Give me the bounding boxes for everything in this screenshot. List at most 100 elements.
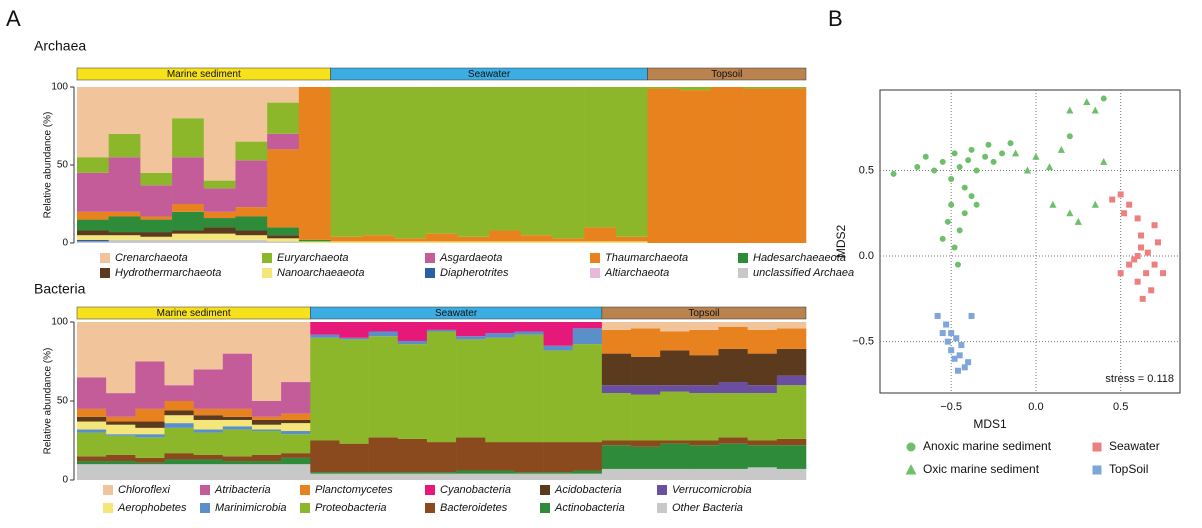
bar-segment <box>106 454 136 462</box>
legend-swatch <box>738 268 748 278</box>
x-axis-label: MDS1 <box>973 417 1007 431</box>
y-tick-label: 0 <box>62 238 68 249</box>
bar-segment <box>572 470 603 474</box>
legend-marker <box>1092 442 1102 452</box>
bar-segment <box>514 473 544 480</box>
legend-swatch <box>262 253 272 263</box>
bar-segment <box>689 445 719 469</box>
bar-segment <box>193 459 224 465</box>
bar-segment <box>339 322 369 338</box>
legend-swatch <box>100 253 110 263</box>
bar-segment <box>552 238 585 242</box>
bar-segment <box>140 87 173 173</box>
bar-segment <box>251 431 282 455</box>
bar-segment <box>485 322 515 334</box>
bar-segment <box>77 429 107 433</box>
bar-segment <box>251 454 282 462</box>
bar-segment <box>776 438 807 446</box>
bar-segment <box>601 445 632 469</box>
bar-segment <box>601 440 632 446</box>
bar-segment <box>281 457 311 465</box>
point <box>1074 217 1082 225</box>
bar-segment <box>397 472 428 474</box>
bar-segment <box>485 337 515 443</box>
bar-segment <box>106 435 136 455</box>
bar-segment <box>77 416 107 422</box>
bar-segment <box>774 87 807 89</box>
bar-segment <box>164 385 194 401</box>
bar-segment <box>362 87 395 236</box>
bar-segment <box>108 216 141 233</box>
point <box>948 347 955 354</box>
bar-segment <box>339 473 369 480</box>
legend-marker <box>905 464 917 475</box>
point <box>965 157 972 164</box>
legend-label: Seawater <box>1109 439 1160 453</box>
bar-segment <box>679 87 712 91</box>
bar-segment <box>747 385 778 394</box>
bar-segment <box>456 322 486 337</box>
bar-segment <box>776 445 807 469</box>
bar-segment <box>718 348 748 383</box>
point <box>1134 278 1141 285</box>
group-label: Topsoil <box>688 308 719 319</box>
legend-label: TopSoil <box>1109 462 1148 476</box>
legend-label: Proteobacteria <box>315 502 387 514</box>
point <box>1066 209 1074 217</box>
bar-segment <box>222 322 253 354</box>
bar-segment <box>172 230 205 234</box>
legend-label: Cyanobacteria <box>440 484 511 496</box>
bar-segment <box>689 322 719 330</box>
point <box>1007 140 1014 147</box>
legend-swatch <box>657 485 667 495</box>
point <box>1138 232 1145 239</box>
bar-segment <box>251 401 282 417</box>
point <box>1160 270 1167 277</box>
bar-segment <box>601 385 632 394</box>
bar-segment <box>631 385 661 395</box>
bar-segment <box>330 241 363 243</box>
point <box>922 153 929 160</box>
bar-segment <box>514 331 544 335</box>
legend-label: Nanoarchaeaeota <box>277 267 364 279</box>
bar-segment <box>397 322 428 341</box>
bar-segment <box>520 241 553 243</box>
bar-segment <box>235 216 268 231</box>
bar-segment <box>140 232 173 237</box>
point <box>1066 106 1074 114</box>
panel-label: A <box>6 6 21 31</box>
bar-segment <box>310 337 340 441</box>
bar-segment <box>747 353 778 386</box>
bar-segment <box>281 431 311 435</box>
bar-segment <box>267 235 300 239</box>
bar-segment <box>193 464 224 480</box>
bar-segment <box>108 232 141 236</box>
bar-segment <box>520 235 553 242</box>
point <box>973 167 980 174</box>
bar-segment <box>774 88 807 243</box>
legend-swatch <box>657 503 667 513</box>
bar-segment <box>164 401 194 411</box>
bar-segment <box>222 426 253 430</box>
bar-segment <box>77 219 109 231</box>
bar-segment <box>489 241 522 243</box>
point <box>1126 261 1133 268</box>
legend-swatch <box>590 253 600 263</box>
bar-segment <box>393 238 426 242</box>
legend-swatch <box>425 268 435 278</box>
point <box>1121 210 1128 217</box>
bar-segment <box>251 419 282 425</box>
point <box>944 338 951 345</box>
bar-segment <box>615 87 648 237</box>
point <box>948 201 955 208</box>
bar-segment <box>135 408 165 422</box>
bar-segment <box>140 239 173 243</box>
point <box>1011 149 1020 157</box>
bar-segment <box>193 432 224 455</box>
bar-segment <box>135 457 165 463</box>
bar-segment <box>203 211 236 219</box>
group-band <box>647 67 807 81</box>
legend-swatch <box>300 485 310 495</box>
bar-segment <box>514 334 544 443</box>
bar-segment <box>456 437 486 471</box>
